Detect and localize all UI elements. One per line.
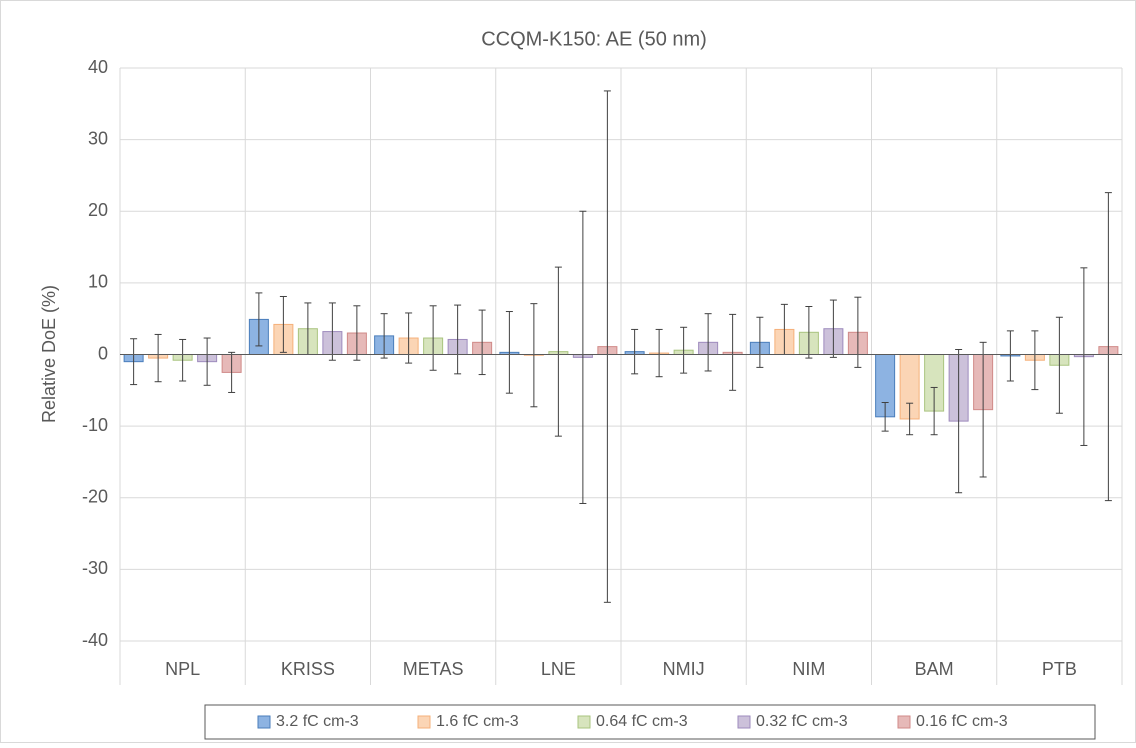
x-tick-label: KRISS	[281, 659, 335, 679]
x-tick-label: NMIJ	[663, 659, 705, 679]
y-tick-label: 40	[88, 57, 108, 77]
legend-label: 0.32 fC cm-3	[756, 713, 848, 730]
y-tick-label: -10	[82, 415, 108, 435]
legend-label: 3.2 fC cm-3	[276, 713, 359, 730]
y-tick-label: 10	[88, 272, 108, 292]
y-tick-label: -30	[82, 558, 108, 578]
y-tick-label: -40	[82, 630, 108, 650]
chart-title: CCQM-K150: AE (50 nm)	[481, 28, 707, 50]
x-tick-label: BAM	[915, 659, 954, 679]
x-tick-label: METAS	[403, 659, 464, 679]
y-tick-label: 30	[88, 128, 108, 148]
legend-swatch	[737, 715, 751, 729]
x-tick-label: LNE	[541, 659, 576, 679]
legend-label: 0.16 fC cm-3	[916, 713, 1008, 730]
legend-label: 1.6 fC cm-3	[436, 713, 519, 730]
x-tick-label: NPL	[165, 659, 200, 679]
legend-box	[204, 704, 1096, 740]
legend-swatch	[577, 715, 591, 729]
x-tick-label: PTB	[1042, 659, 1077, 679]
y-tick-label: 20	[88, 200, 108, 220]
legend-swatch	[257, 715, 271, 729]
y-tick-label: -20	[82, 487, 108, 507]
legend-label: 0.64 fC cm-3	[596, 713, 688, 730]
x-tick-label: NIM	[792, 659, 825, 679]
y-axis-label: Relative DoE (%)	[39, 285, 59, 423]
legend-swatch	[417, 715, 431, 729]
legend-swatch	[897, 715, 911, 729]
y-tick-label: 0	[98, 343, 108, 363]
